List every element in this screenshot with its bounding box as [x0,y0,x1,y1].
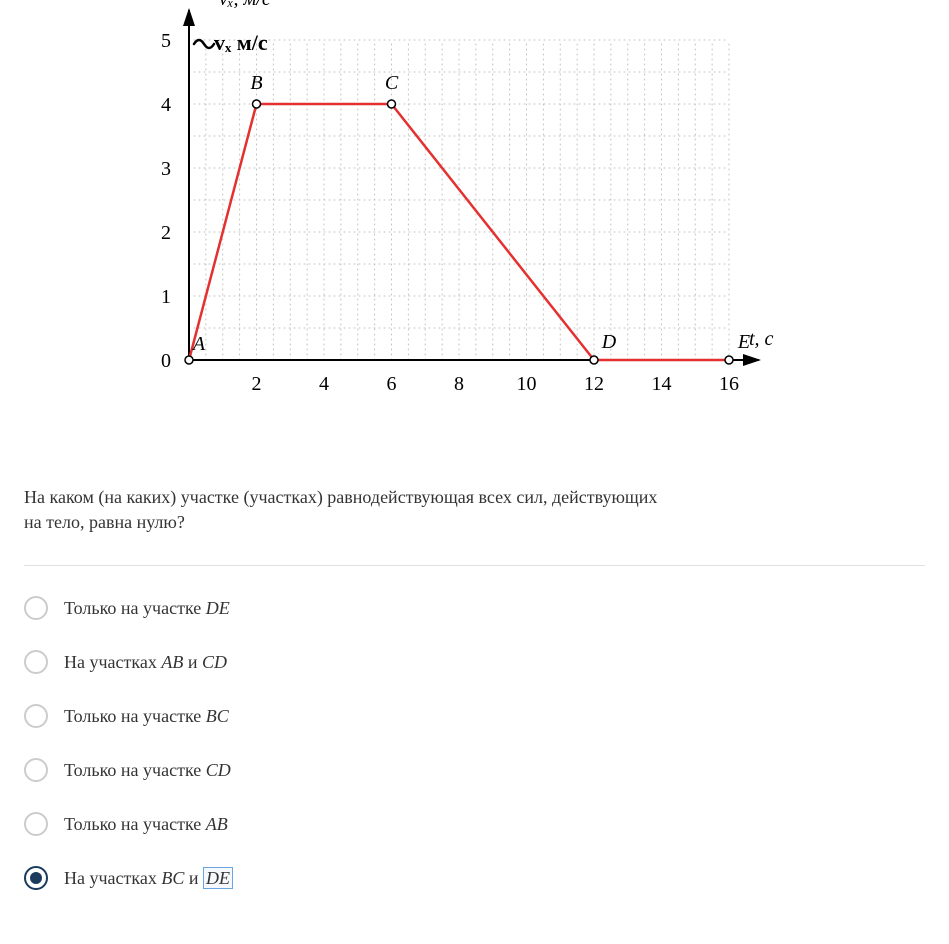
svg-text:vₓ м/с: vₓ м/с [214,30,268,55]
option-math: AB [161,652,183,672]
option-prefix: На участках [64,652,161,672]
radio-icon[interactable] [24,812,48,836]
option-label: Только на участке BC [64,706,229,727]
option-prefix: Только на участке [64,814,206,834]
option-prefix: На участках [64,868,161,888]
option-math2: DE [203,867,233,889]
option-label: На участках AB и CD [64,652,227,673]
question-line1: На каком (на каких) участке (участках) р… [24,487,657,507]
svg-text:A: A [191,333,206,355]
svg-text:C: C [385,72,399,94]
question-line2: на тело, равна нулю? [24,512,185,532]
radio-icon[interactable] [24,650,48,674]
svg-text:1: 1 [161,286,171,308]
svg-text:4: 4 [319,373,329,395]
svg-text:8: 8 [454,373,464,395]
svg-text:E: E [737,331,750,353]
option-label: Только на участке DE [64,598,230,619]
svg-text:2: 2 [252,373,262,395]
options-list: Только на участке DEНа участках AB и CDТ… [24,566,925,890]
radio-icon[interactable] [24,866,48,890]
svg-text:5: 5 [161,30,171,52]
opt-cd[interactable]: Только на участке CD [24,758,925,782]
svg-text:B: B [250,72,262,94]
option-math: DE [206,598,230,618]
svg-text:6: 6 [387,373,397,395]
svg-text:2: 2 [161,222,171,244]
svg-text:14: 14 [652,373,672,395]
opt-ab[interactable]: Только на участке AB [24,812,925,836]
svg-text:16: 16 [719,373,739,395]
option-label: Только на участке AB [64,814,228,835]
question-text: На каком (на каких) участке (участках) р… [24,475,925,566]
svg-text:10: 10 [517,373,537,395]
opt-de[interactable]: Только на участке DE [24,596,925,620]
radio-icon[interactable] [24,758,48,782]
svg-text:12: 12 [584,373,604,395]
opt-bc[interactable]: Только на участке BC [24,704,925,728]
option-prefix: Только на участке [64,598,206,618]
svg-text:t, с: t, с [749,328,774,350]
option-label: Только на участке CD [64,760,231,781]
svg-text:D: D [601,331,617,353]
svg-text:4: 4 [161,94,171,116]
svg-text:vₓ, м/с: vₓ, м/с [219,0,271,10]
option-mid: и [183,652,202,672]
option-mid: и [184,868,203,888]
option-prefix: Только на участке [64,706,206,726]
svg-text:0: 0 [161,350,171,372]
chart-svg: 246810121416012345vₓ, м/сt, сvₓ м/сABCDE [124,0,784,450]
option-prefix: Только на участке [64,760,206,780]
option-math: CD [206,760,231,780]
opt-bc-de[interactable]: На участках BC и DE [24,866,925,890]
opt-ab-cd[interactable]: На участках AB и CD [24,650,925,674]
option-math2: CD [202,652,227,672]
velocity-chart: 246810121416012345vₓ, м/сt, сvₓ м/сABCDE [24,0,925,475]
option-math: BC [161,868,184,888]
svg-text:3: 3 [161,158,171,180]
radio-icon[interactable] [24,704,48,728]
option-math: AB [206,814,228,834]
option-math: BC [206,706,229,726]
radio-icon[interactable] [24,596,48,620]
option-label: На участках BC и DE [64,868,233,889]
